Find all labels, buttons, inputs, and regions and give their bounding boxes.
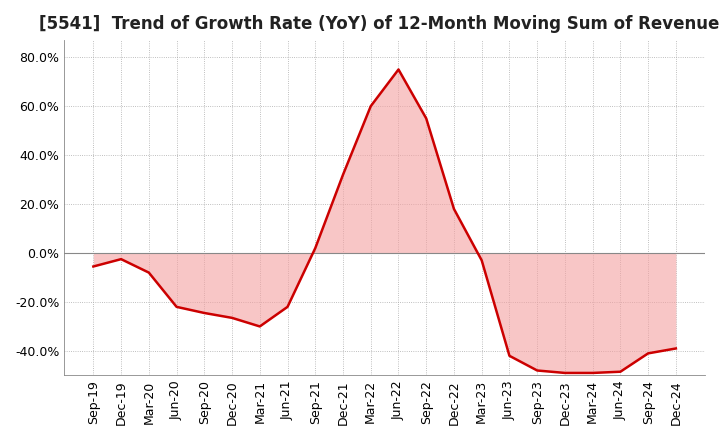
- Title: [5541]  Trend of Growth Rate (YoY) of 12-Month Moving Sum of Revenues: [5541] Trend of Growth Rate (YoY) of 12-…: [40, 15, 720, 33]
